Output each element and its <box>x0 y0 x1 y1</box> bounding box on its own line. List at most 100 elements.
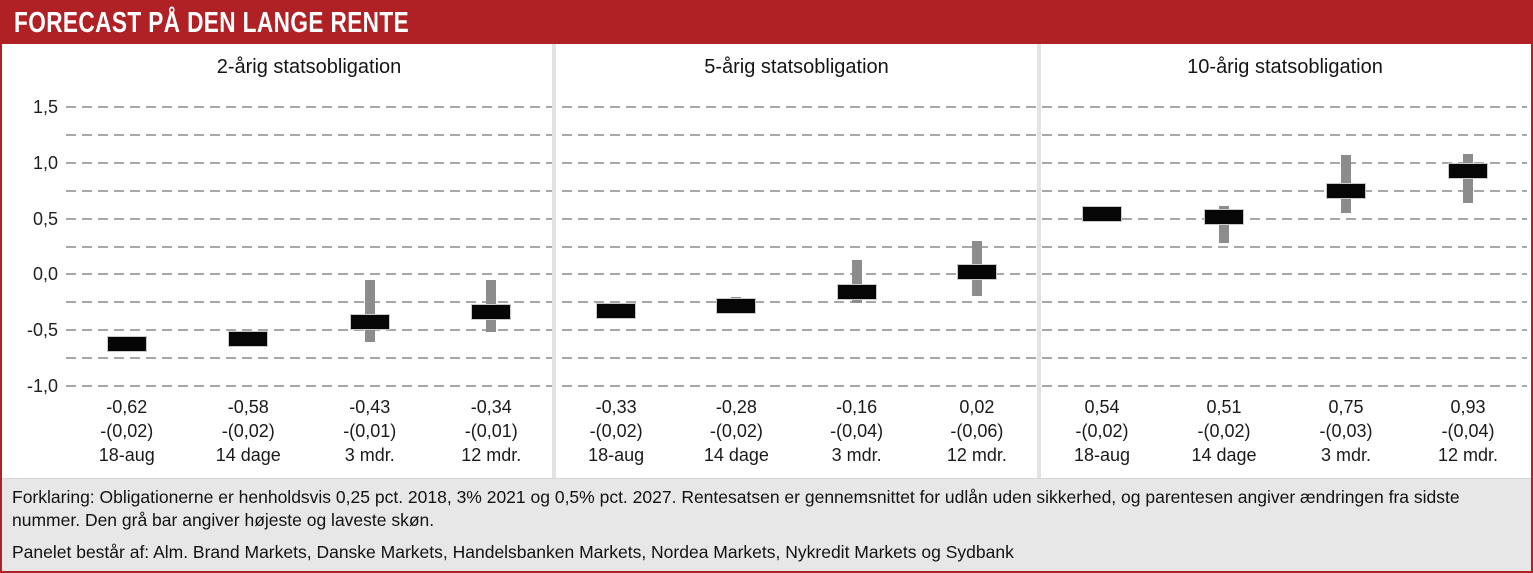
label-value: -0,16 <box>836 397 878 417</box>
forecast-bar <box>106 335 147 352</box>
label-period: 14 dage <box>703 445 769 465</box>
bar-column <box>1407 107 1529 386</box>
plot-area-5y <box>556 107 1037 386</box>
forecast-bar <box>1326 182 1366 199</box>
x-labels-2y: -0,62 -(0,02) 18-aug -0,58 -(0,02) 14 dage -0,… <box>66 395 552 467</box>
label-change: -(0,01) <box>464 421 518 441</box>
bar-column <box>556 107 676 386</box>
x-labels-10y: 0,54 -(0,02) 18-aug 0,51 -(0,02) 14 dage 0,75 -… <box>1041 395 1529 467</box>
label-period: 3 mdr. <box>344 445 395 465</box>
plot-area-10y <box>1041 107 1529 386</box>
forecast-range-whisker <box>851 259 862 304</box>
label-period: 12 mdr. <box>461 445 522 465</box>
grid-line <box>66 329 1527 332</box>
label-period: 14 dage <box>215 445 281 465</box>
panel-divider <box>552 44 556 478</box>
label-change: -(0,02) <box>100 421 154 441</box>
bar-column <box>1285 107 1407 386</box>
forecast-bar <box>1082 206 1122 223</box>
y-tick-label: 0,0 <box>32 264 58 285</box>
x-label: -0,34 -(0,01) 12 mdr. <box>431 395 553 467</box>
label-period: 18-aug <box>588 445 645 465</box>
label-period: 14 dage <box>1191 445 1257 465</box>
label-value: -0,34 <box>470 397 512 417</box>
grid-line <box>66 385 1527 387</box>
label-value: 0,51 <box>1206 397 1242 417</box>
label-change: -(0,06) <box>950 421 1004 441</box>
chart-region: 1,5 1,0 0,5 0,0 -0,5 -1,0 2-årig statsobligat… <box>2 44 1531 478</box>
bar-column <box>309 107 431 386</box>
label-value: 0,75 <box>1328 397 1364 417</box>
card-footer: Forklaring: Obligationerne er henholdsvi… <box>2 478 1531 571</box>
panel-title-2y: 2-årig statsobligation <box>216 56 402 78</box>
footer-explanation: Forklaring: Obligationerne er henholdsvi… <box>12 487 1460 530</box>
forecast-bar <box>471 304 512 321</box>
grid-line <box>66 161 1527 164</box>
bar-column <box>917 107 1037 386</box>
bar-column <box>797 107 917 386</box>
label-period: 18-aug <box>98 445 155 465</box>
forecast-range-whisker <box>364 279 375 343</box>
card-title: FORECAST PÅ DEN LANGE RENTE <box>14 6 410 39</box>
label-change: -(0,02) <box>221 421 275 441</box>
label-change: -(0,02) <box>709 421 763 441</box>
forecast-range-whisker <box>1219 206 1229 244</box>
bar-column <box>188 107 310 386</box>
panel-title-5y: 5-årig statsobligation <box>704 56 889 78</box>
footer-panel-list: Panelet består af: Alm. Brand Markets, D… <box>12 542 1014 562</box>
label-value: -0,62 <box>106 397 148 417</box>
bar-column <box>66 107 188 386</box>
label-value: -0,58 <box>227 397 269 417</box>
bar-column <box>1163 107 1285 386</box>
plot-area-2y <box>66 107 552 386</box>
x-label: -0,16 -(0,04) 3 mdr. <box>797 395 917 467</box>
x-label: 0,54 -(0,02) 18-aug <box>1041 395 1163 467</box>
bar-column <box>431 107 553 386</box>
label-value: -0,33 <box>595 397 637 417</box>
x-label: -0,43 -(0,01) 3 mdr. <box>309 395 431 467</box>
forecast-bar <box>228 331 269 348</box>
label-period: 12 mdr. <box>946 445 1007 465</box>
grid-line <box>66 189 1527 192</box>
x-label: -0,33 -(0,02) 18-aug <box>556 395 676 467</box>
x-label: 0,93 -(0,04) 12 mdr. <box>1407 395 1529 467</box>
bar-column <box>1041 107 1163 386</box>
label-period: 3 mdr. <box>831 445 882 465</box>
panel-divider <box>1037 44 1041 478</box>
card-header: FORECAST PÅ DEN LANGE RENTE <box>2 2 1531 44</box>
x-label: 0,51 -(0,02) 14 dage <box>1163 395 1285 467</box>
label-change: -(0,02) <box>589 421 643 441</box>
bar-column <box>676 107 796 386</box>
x-label: 0,02 -(0,06) 12 mdr. <box>917 395 1037 467</box>
label-change: -(0,04) <box>1441 421 1495 441</box>
grid-line <box>66 301 1527 304</box>
label-value: 0,02 <box>959 397 995 417</box>
label-value: 0,93 <box>1450 397 1486 417</box>
y-tick-label: -1,0 <box>26 376 58 396</box>
y-tick-label: 0,5 <box>32 208 58 229</box>
grid-line <box>66 245 1527 248</box>
forecast-bar <box>1448 162 1488 179</box>
grid-line <box>66 273 1527 276</box>
label-change: -(0,02) <box>1197 421 1251 441</box>
forecast-bar <box>349 314 390 331</box>
label-value: -0,28 <box>715 397 757 417</box>
x-labels-5y: -0,33 -(0,02) 18-aug -0,28 -(0,02) 14 dage -0,… <box>556 395 1037 467</box>
label-change: -(0,01) <box>343 421 397 441</box>
grid-line <box>66 133 1527 136</box>
grid-line <box>66 217 1527 220</box>
label-period: 12 mdr. <box>1437 445 1499 465</box>
y-tick-label: 1,0 <box>32 152 58 173</box>
forecast-bar <box>596 303 637 320</box>
y-tick-label: 1,5 <box>32 97 58 117</box>
grid-line <box>66 106 1527 108</box>
label-change: -(0,03) <box>1319 421 1373 441</box>
label-period: 18-aug <box>1073 445 1131 465</box>
y-tick-label: -0,5 <box>26 320 58 341</box>
forecast-range-whisker <box>1463 153 1473 203</box>
grid-line <box>66 357 1527 360</box>
forecast-bar <box>716 297 757 314</box>
x-label: -0,58 -(0,02) 14 dage <box>188 395 310 467</box>
label-value: -0,43 <box>349 397 391 417</box>
panel-title-10y: 10-årig statsobligation <box>1187 56 1383 78</box>
